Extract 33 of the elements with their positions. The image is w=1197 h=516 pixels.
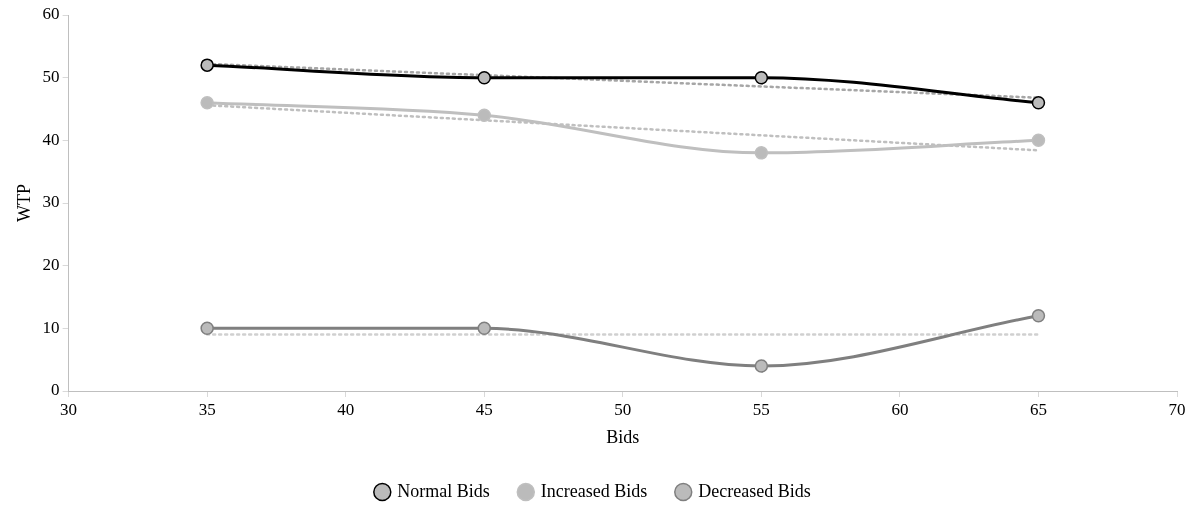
y-tick-label: 30 <box>42 192 60 212</box>
x-tick-label: 35 <box>198 399 216 419</box>
x-tick-label: 50 <box>614 399 632 419</box>
point <box>200 321 214 336</box>
y-tick-label: 0 <box>51 380 60 400</box>
point <box>754 70 769 85</box>
x-tick-label: 30 <box>60 399 78 419</box>
point <box>477 70 491 85</box>
x-tick-label: 40 <box>337 399 355 419</box>
point <box>1031 133 1046 148</box>
point <box>754 359 769 373</box>
y-tick-label: 40 <box>42 129 60 149</box>
legend-label: Normal Bids <box>397 480 490 501</box>
point <box>200 58 214 72</box>
y-tick-label: 20 <box>42 255 60 275</box>
y-axis-title: WTP <box>13 184 34 222</box>
point <box>1031 95 1046 110</box>
point <box>477 321 491 336</box>
point <box>754 146 769 160</box>
point <box>1031 309 1046 323</box>
point <box>200 95 214 110</box>
x-tick-label: 45 <box>475 399 493 419</box>
y-tick-label: 10 <box>42 317 60 337</box>
point <box>477 108 491 123</box>
legend-label: Decreased Bids <box>698 480 811 501</box>
y-tick-label: 60 <box>42 4 60 24</box>
x-tick-label: 65 <box>1029 399 1047 419</box>
legend-label: Increased Bids <box>540 480 648 501</box>
x-tick-label: 70 <box>1168 399 1186 419</box>
y-tick-label: 50 <box>42 67 60 87</box>
x-tick-label: 60 <box>891 399 909 419</box>
x-tick-label: 55 <box>752 399 770 419</box>
x-axis-title: Bids <box>606 426 640 447</box>
